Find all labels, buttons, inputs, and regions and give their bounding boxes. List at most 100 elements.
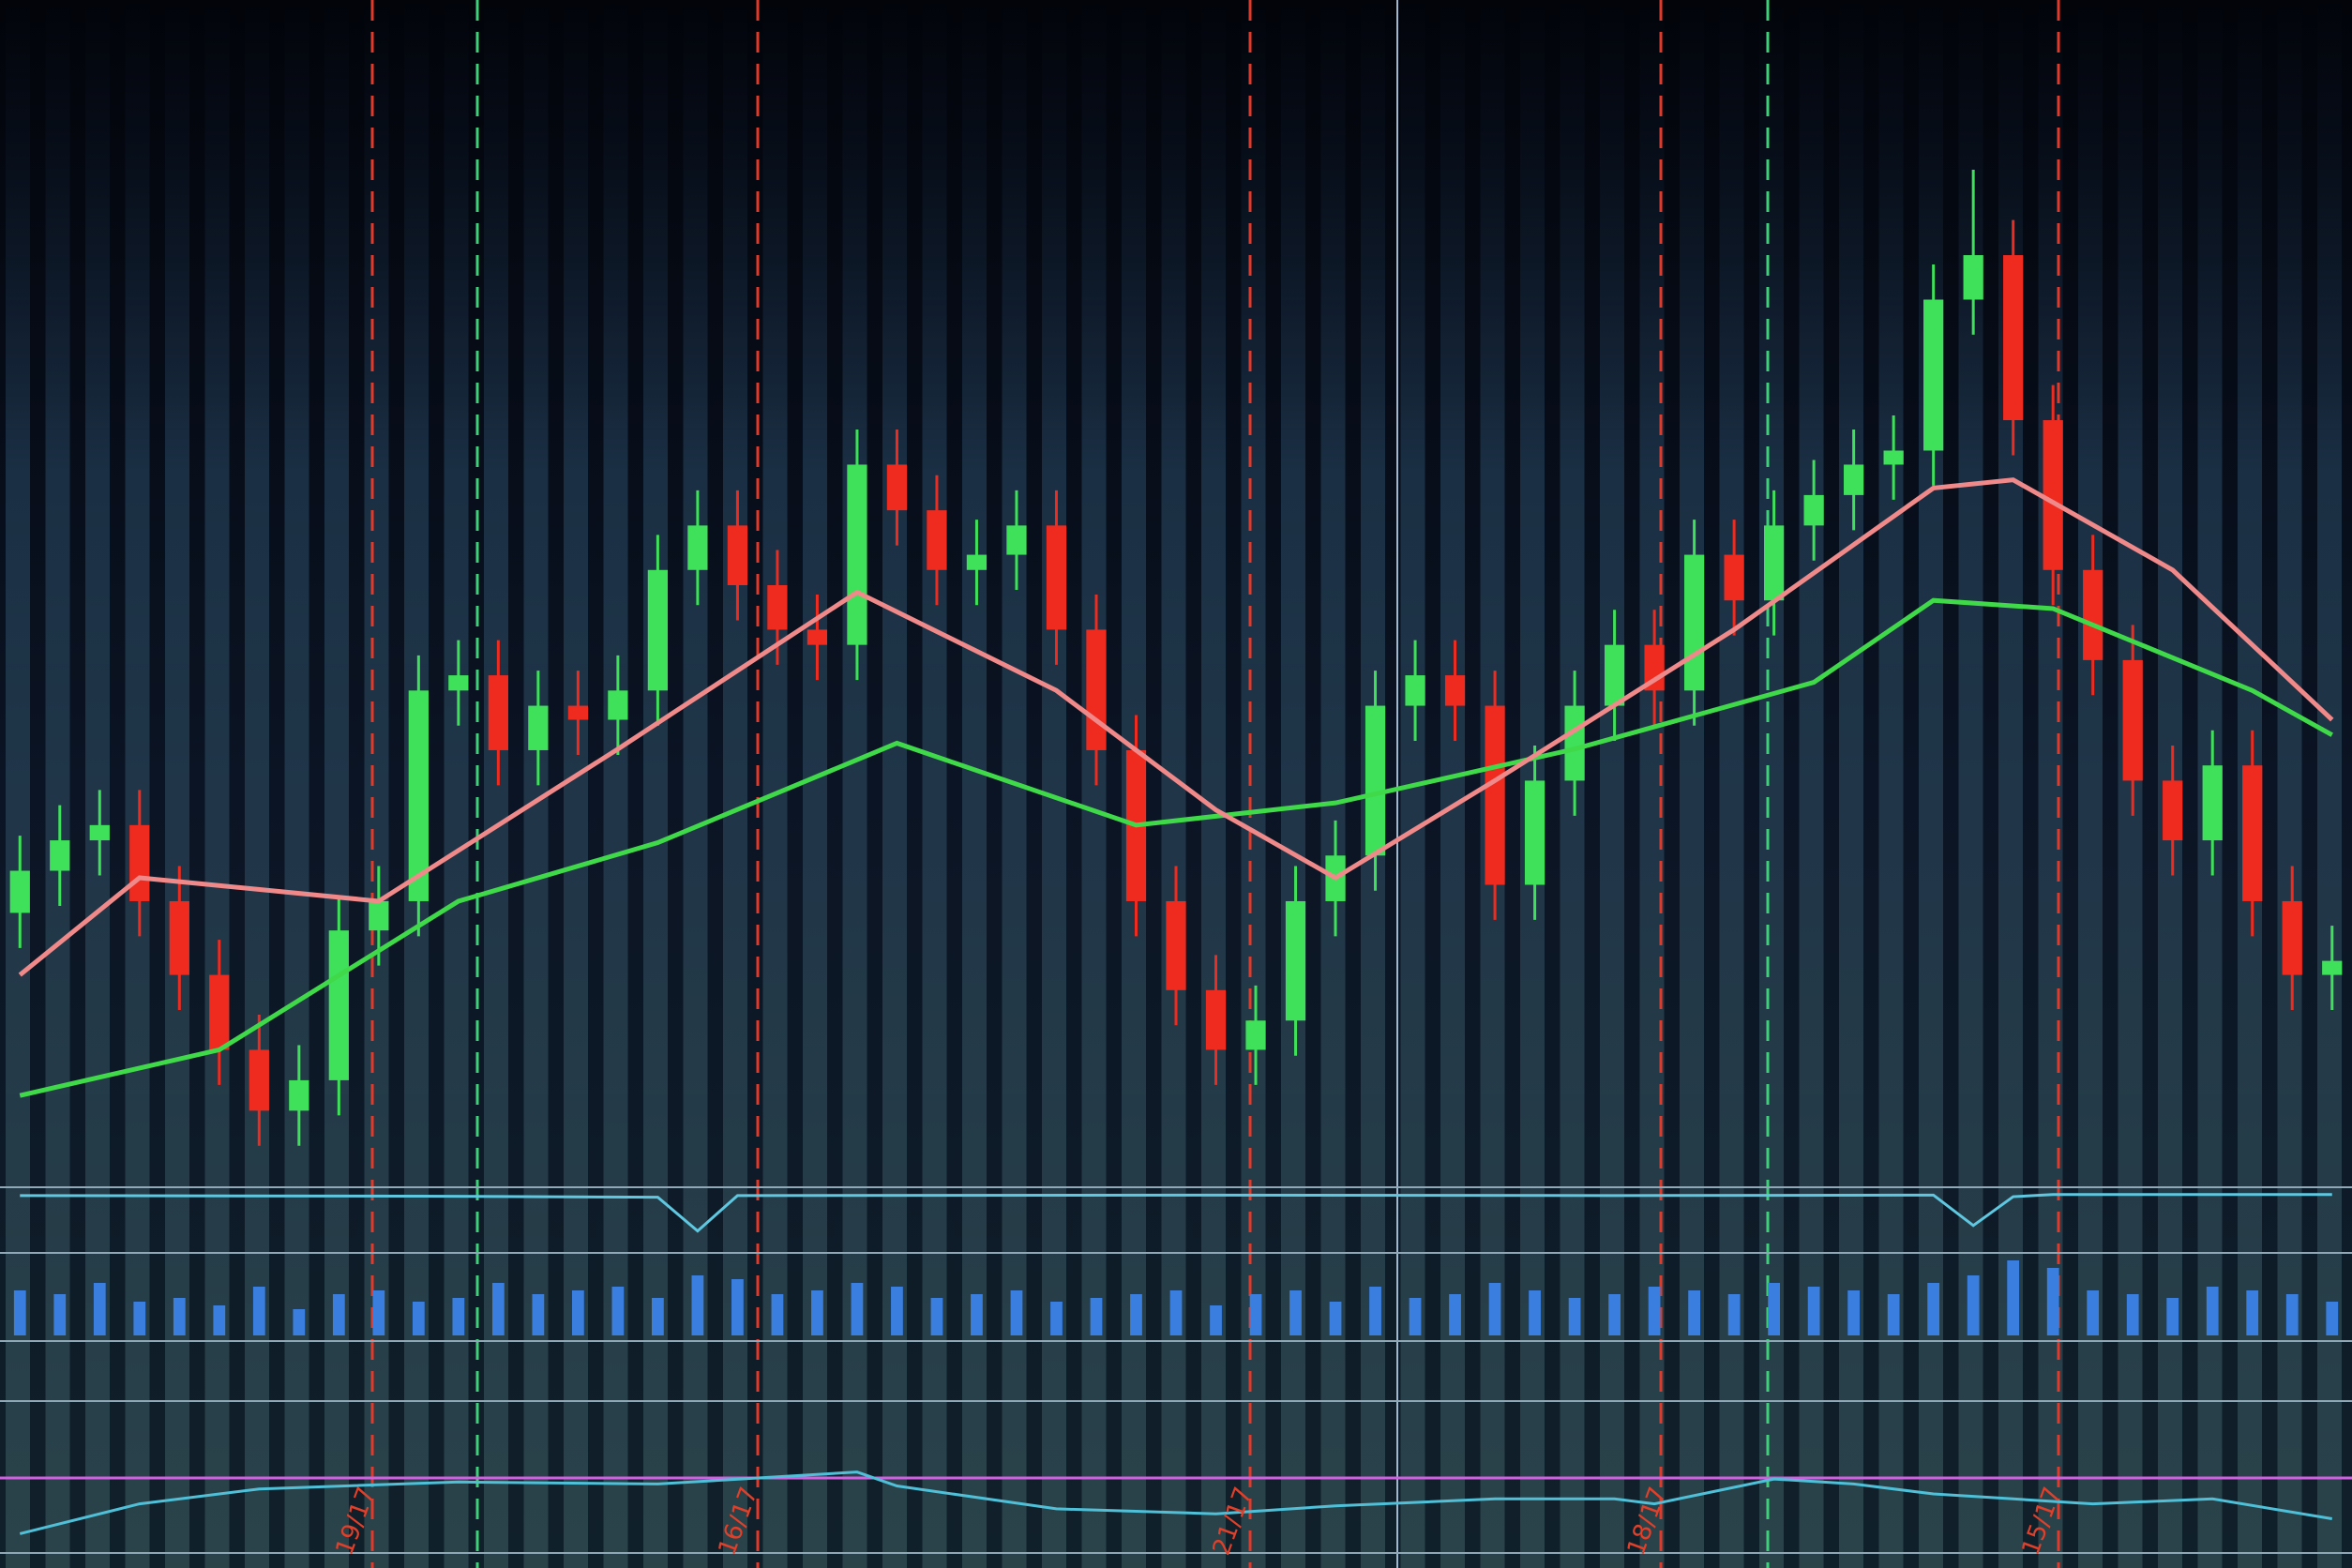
candle-body <box>1803 494 1824 526</box>
volume-bar <box>1688 1290 1700 1335</box>
candle-body <box>1245 1020 1266 1050</box>
volume-bar <box>1169 1290 1183 1335</box>
candle-body <box>807 629 828 645</box>
volume-bar <box>1608 1294 1621 1335</box>
volume-bar <box>652 1298 664 1335</box>
volume-bar <box>252 1287 265 1335</box>
volume-bar <box>372 1290 385 1335</box>
candle-body <box>2122 659 2143 781</box>
volume-bar <box>2326 1302 2339 1335</box>
indicator-line <box>19 1470 2332 1535</box>
volume-bar <box>1010 1290 1023 1335</box>
volume-bar <box>1887 1294 1900 1335</box>
candle-body <box>1086 629 1107 750</box>
candle-body <box>249 1049 269 1111</box>
candle-body <box>328 930 349 1080</box>
candle-body <box>1166 900 1186 990</box>
candle-body <box>1963 255 1983 300</box>
volume-bar <box>2206 1287 2219 1335</box>
candle-body <box>927 510 947 570</box>
volume-bar <box>1807 1287 1820 1335</box>
volume-bar <box>971 1294 983 1335</box>
volume-bar <box>2285 1294 2299 1335</box>
volume-bar <box>1529 1290 1541 1335</box>
session-markers <box>370 0 2060 1568</box>
volume-bar <box>1249 1294 1262 1335</box>
candle-body <box>2202 765 2223 841</box>
indicator-line <box>19 597 2333 1098</box>
volume-bar <box>2046 1268 2059 1335</box>
candle-body <box>767 585 788 630</box>
volume-bar <box>2087 1290 2100 1335</box>
volume-bar <box>2246 1290 2259 1335</box>
volume-bar <box>1967 1275 1980 1335</box>
candle-body <box>1683 554 1705 691</box>
candle-body <box>1564 705 1585 781</box>
candle-body <box>1524 780 1545 885</box>
volume-bar <box>1927 1283 1940 1335</box>
volume-bar <box>771 1294 784 1335</box>
volume-bar <box>213 1305 226 1335</box>
volume-bar <box>1090 1298 1103 1335</box>
volume-bar <box>53 1294 67 1335</box>
volume-bar <box>1449 1294 1461 1335</box>
volume-bar <box>13 1290 26 1335</box>
indicator-line <box>20 1193 2332 1233</box>
volume-bar <box>1409 1298 1422 1335</box>
candle-body <box>488 675 508 750</box>
volume-bar <box>133 1302 146 1335</box>
volume-bar <box>532 1294 545 1335</box>
candle-body <box>1444 675 1466 706</box>
candle-body <box>1046 525 1067 630</box>
candle-body <box>847 464 867 645</box>
candle-body <box>647 569 669 691</box>
volume-bar <box>1488 1283 1501 1335</box>
volume-bar <box>1130 1294 1142 1335</box>
candle-body <box>9 870 30 913</box>
candle-body <box>1764 525 1785 601</box>
candle-body <box>448 675 469 691</box>
volume-bar <box>930 1298 943 1335</box>
volume-bar <box>811 1290 823 1335</box>
volume-bar <box>611 1287 625 1335</box>
candle-body <box>129 824 150 901</box>
volume-bar <box>452 1298 465 1335</box>
volume-bar <box>891 1287 903 1335</box>
candle-body <box>1006 525 1027 555</box>
volume-bar <box>1289 1290 1302 1335</box>
volume-bar <box>293 1309 306 1335</box>
volume-bar <box>571 1290 584 1335</box>
candle-body <box>528 705 549 750</box>
candle-body <box>289 1079 309 1111</box>
candle-body <box>1883 450 1904 465</box>
candle-body <box>727 525 748 585</box>
volume-bar <box>731 1279 744 1335</box>
candle-body <box>886 464 908 511</box>
candle-body <box>1485 705 1505 885</box>
candle-body <box>408 690 429 901</box>
pane-borders <box>0 1186 2352 1554</box>
candle-body <box>567 705 588 720</box>
volume-bar <box>491 1283 505 1335</box>
candle-body <box>2003 255 2024 421</box>
candle-body <box>1724 554 1744 601</box>
candle-body <box>1364 705 1386 856</box>
candle-body <box>2282 900 2302 975</box>
volume-bar <box>2126 1294 2139 1335</box>
candle-body <box>1285 900 1306 1021</box>
volume-bar <box>851 1283 864 1335</box>
candle-body <box>1405 675 1425 706</box>
candle-body <box>2322 960 2343 975</box>
candle-body <box>2043 420 2063 570</box>
candle-body <box>1205 989 1227 1050</box>
volume-bar <box>1210 1305 1222 1335</box>
volume-bar <box>332 1294 345 1335</box>
volume-bar <box>412 1302 425 1335</box>
candle-body <box>1923 299 1944 451</box>
candle-body <box>50 840 70 871</box>
candle-body <box>169 900 189 975</box>
volume-bar <box>691 1275 704 1335</box>
candle-body <box>1844 464 1864 495</box>
volume-bar <box>1727 1294 1741 1335</box>
volume-bar <box>1329 1302 1342 1335</box>
